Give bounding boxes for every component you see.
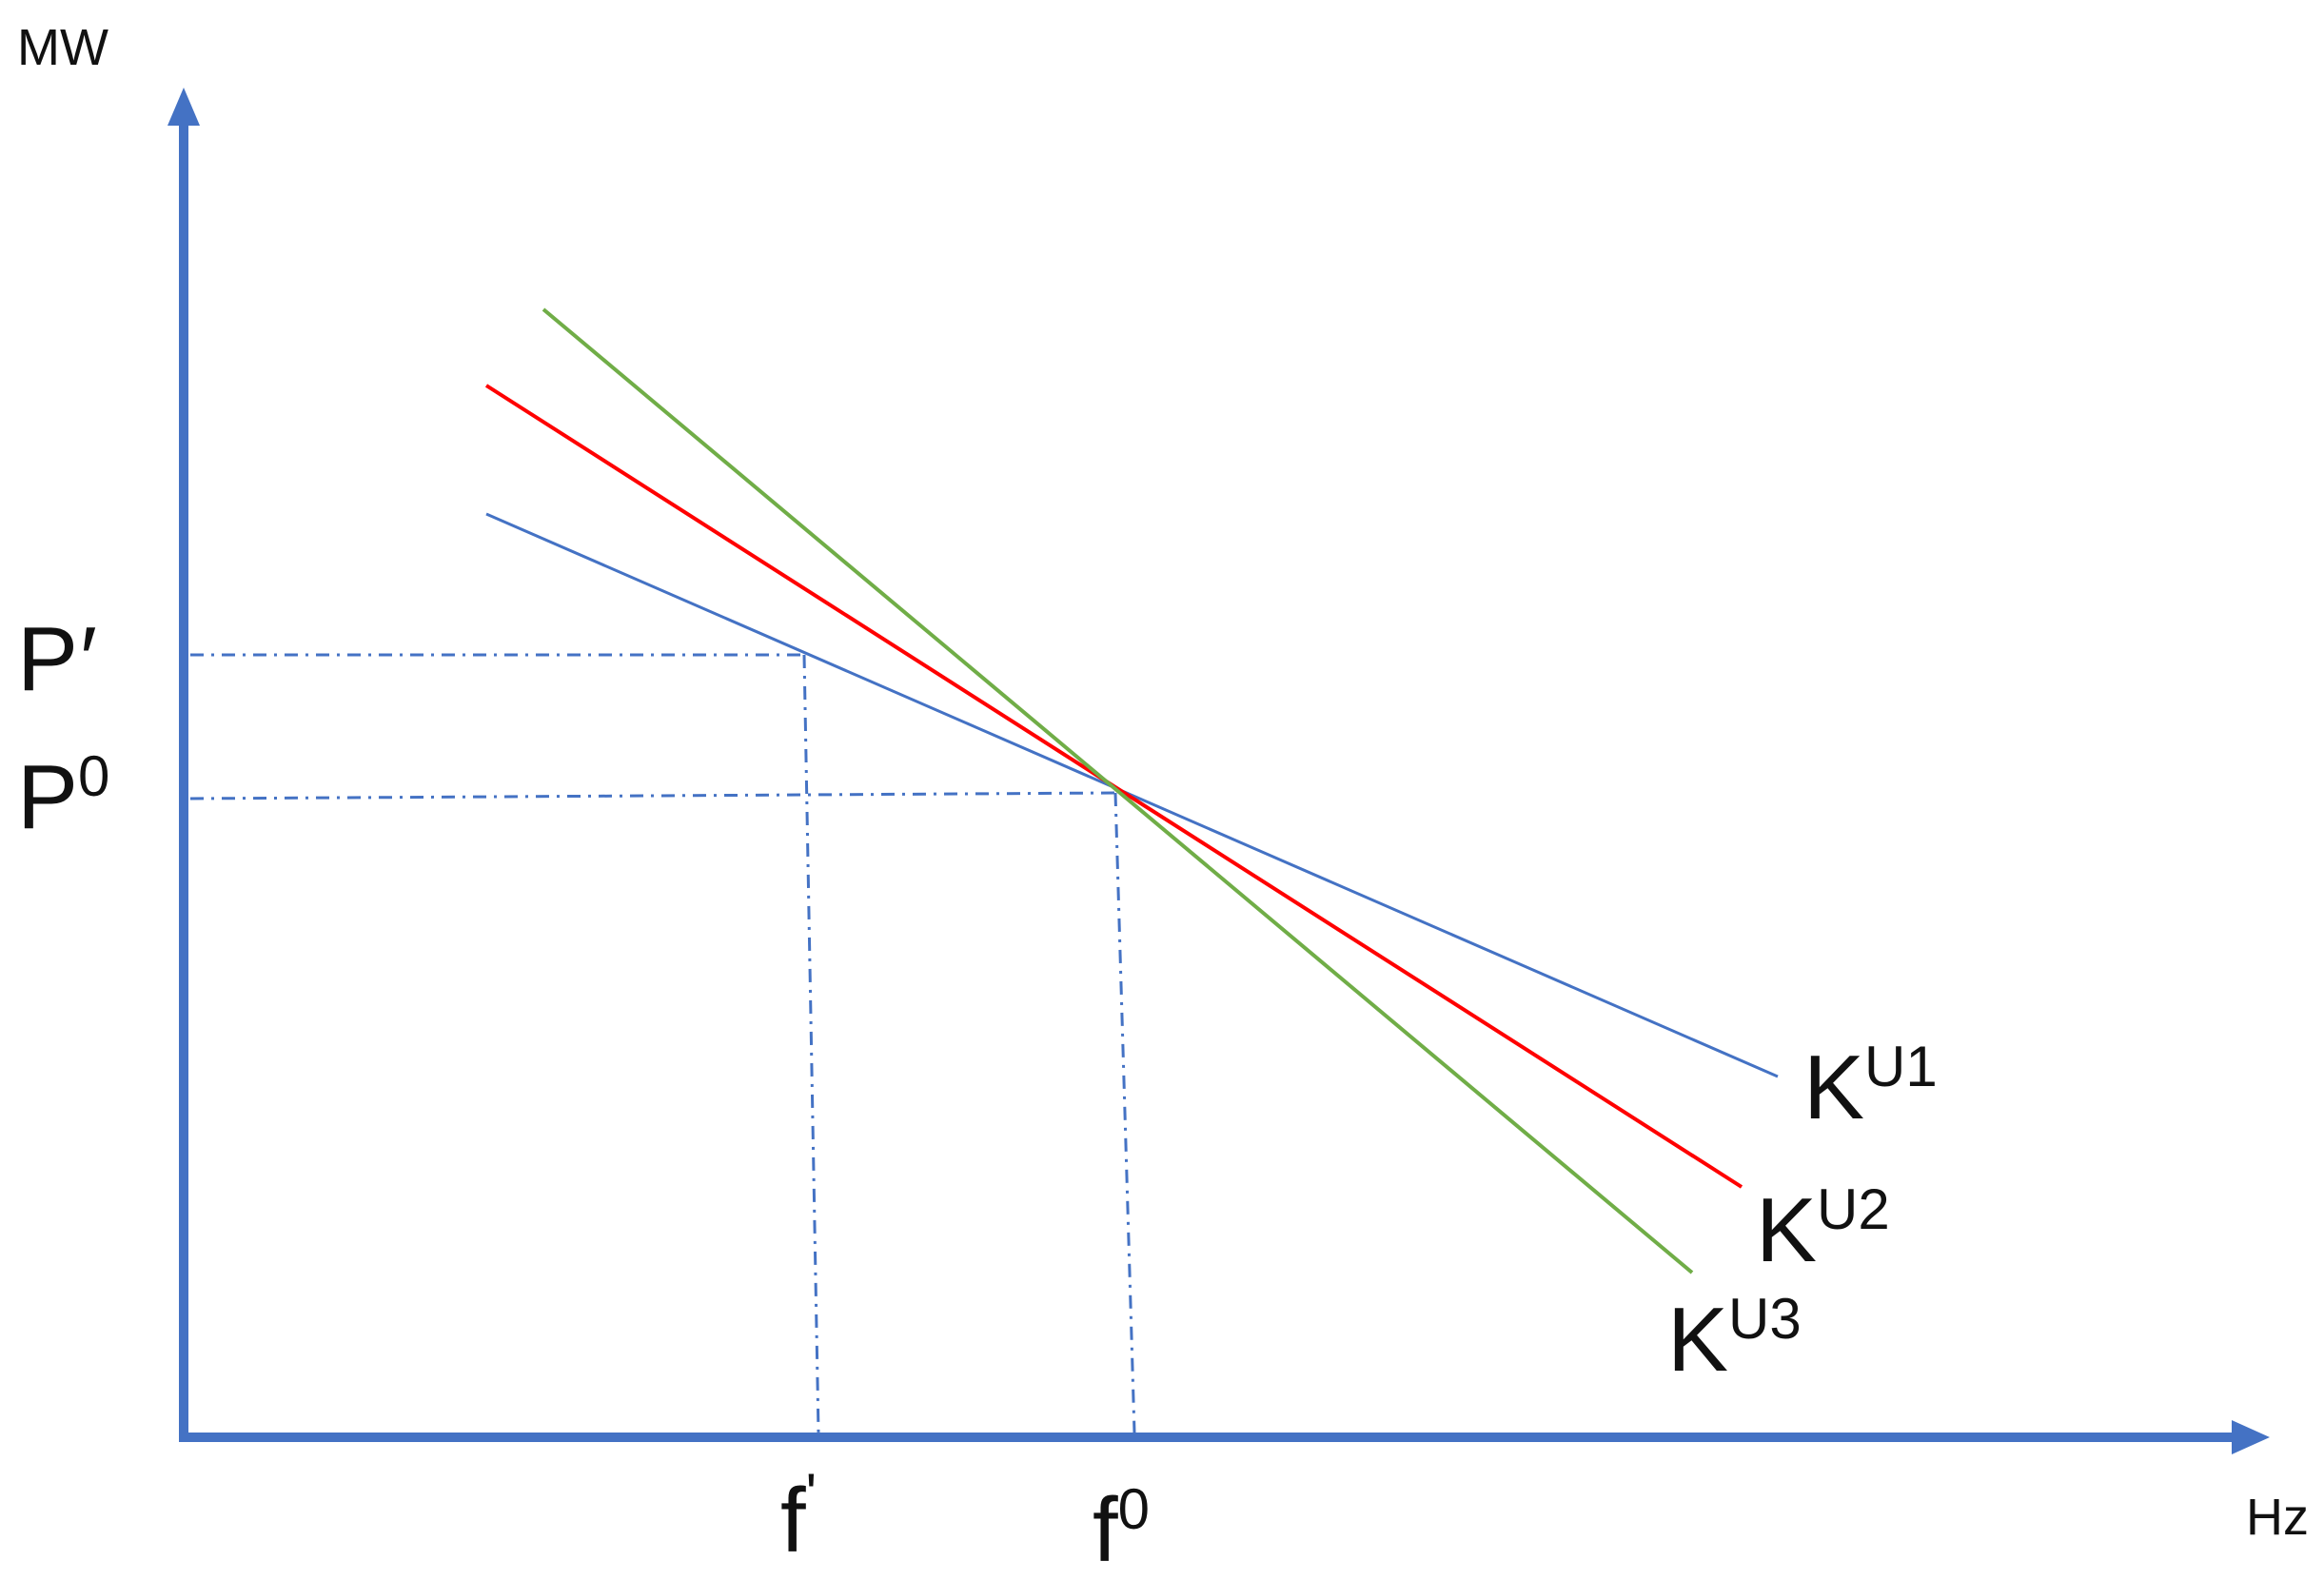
y-axis-arrowhead [167,88,200,126]
p-prime-label: P′ [17,608,97,710]
droop-line-ku1 [485,512,1779,1078]
p0-guide [189,791,1116,800]
x-axis-arrowhead [2232,1420,2270,1454]
y-axis-unit: MW [17,19,108,76]
f0-label: f0 [1093,1477,1150,1581]
f-prime-label: f' [780,1462,817,1571]
ku1-label: KU1 [1803,1035,1938,1138]
f-prime-guide [802,654,820,1433]
droop-line-ku3 [542,307,1694,1275]
axes [167,88,2270,1454]
guide-lines [189,653,1136,1433]
p0-label: P0 [17,744,109,848]
x-axis-unit: Hz [2246,1489,2309,1546]
f0-guide [1113,792,1136,1433]
ku3-label: KU3 [1667,1287,1802,1391]
ku2-label: KU2 [1756,1177,1890,1281]
